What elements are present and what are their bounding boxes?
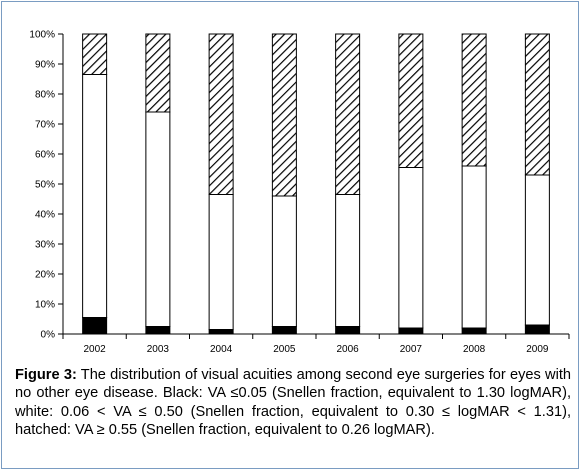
bar-segment-white bbox=[145, 111, 171, 327]
bar-segment-white bbox=[208, 194, 234, 330]
bar-segment-black bbox=[271, 326, 297, 335]
bar-segment-hatched bbox=[145, 33, 171, 113]
y-tick-label: 30% bbox=[35, 240, 55, 251]
y-tick-label: 20% bbox=[35, 270, 55, 281]
bar-segment-white bbox=[271, 195, 297, 327]
bar-segment-white bbox=[398, 167, 424, 329]
bar-segment-black bbox=[524, 324, 550, 335]
bar-segment-hatched bbox=[398, 33, 424, 168]
bar-segment-black bbox=[461, 327, 487, 335]
x-tick-label: 2003 bbox=[147, 344, 170, 355]
bar-segment-black bbox=[145, 326, 171, 335]
bar-segment-white bbox=[524, 174, 550, 326]
y-tick-label: 50% bbox=[35, 180, 55, 191]
bar-segment-black bbox=[82, 317, 108, 335]
bar-segment-hatched bbox=[524, 33, 550, 176]
bar-segment-black bbox=[335, 326, 361, 335]
y-tick-label: 100% bbox=[29, 30, 55, 41]
chart-axes bbox=[58, 33, 570, 339]
bar-segment-black bbox=[208, 329, 234, 335]
figure-caption: Figure 3: The distribution of visual acu… bbox=[15, 366, 571, 440]
x-tick-label: 2008 bbox=[463, 344, 486, 355]
y-tick-label: 70% bbox=[35, 120, 55, 131]
x-tick-label: 2002 bbox=[84, 344, 107, 355]
bar-segment-white bbox=[82, 74, 108, 318]
bar-segment-hatched bbox=[335, 33, 361, 195]
caption-text: The distribution of visual acuities amon… bbox=[15, 367, 572, 439]
bar-segment-black bbox=[398, 327, 424, 335]
y-tick-label: 80% bbox=[35, 90, 55, 101]
y-tick-label: 10% bbox=[35, 300, 55, 311]
y-tick-label: 0% bbox=[41, 330, 56, 341]
x-tick-label: 2004 bbox=[210, 344, 233, 355]
x-tick-label: 2006 bbox=[337, 344, 360, 355]
x-tick-label: 2007 bbox=[400, 344, 423, 355]
y-tick-label: 90% bbox=[35, 60, 55, 71]
x-tick-label: 2005 bbox=[273, 344, 296, 355]
bar-segment-hatched bbox=[271, 33, 297, 197]
stacked-bar-chart: 0% 10% 20% 30% 40% 50% 60% 70% 80% 90% 100% 2002 200… bbox=[29, 30, 570, 356]
y-tick-label: 40% bbox=[35, 210, 55, 221]
bar-segment-hatched bbox=[208, 33, 234, 195]
bar-segment-white bbox=[335, 194, 361, 327]
chart-tick-labels: 0% 10% 20% 30% 40% 50% 60% 70% 80% 90% 100% 2002 200… bbox=[29, 30, 549, 356]
bar-segment-hatched bbox=[461, 33, 487, 167]
y-tick-label: 60% bbox=[35, 150, 55, 161]
bar-segment-hatched bbox=[82, 33, 108, 75]
x-tick-label: 2009 bbox=[526, 344, 549, 355]
caption-label: Figure 3: bbox=[15, 367, 77, 383]
chart-bars bbox=[82, 33, 550, 335]
bar-segment-white bbox=[461, 165, 487, 329]
